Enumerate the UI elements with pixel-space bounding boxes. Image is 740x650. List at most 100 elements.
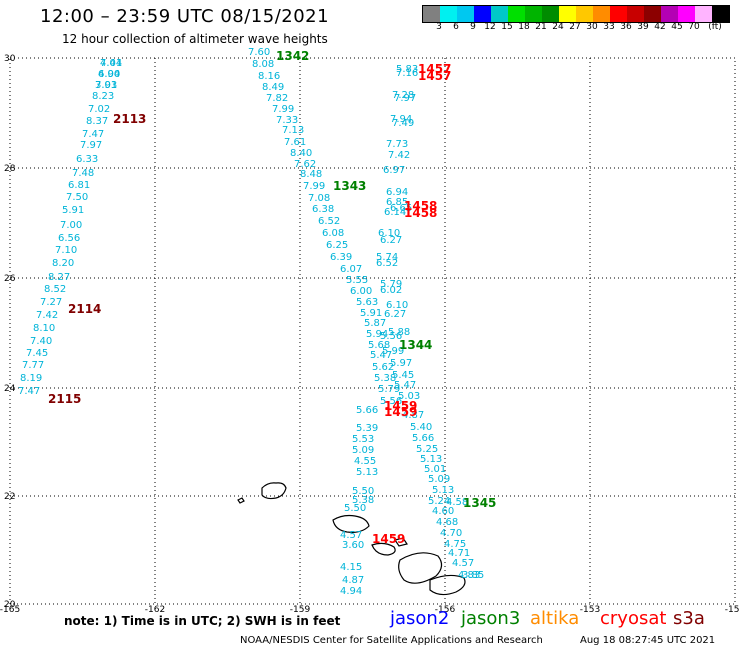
wave-height-label: 7.45: [26, 348, 48, 359]
wave-height-label: 5.88: [388, 327, 410, 338]
wave-height-label: 5.24: [428, 496, 450, 507]
wave-height-label: 3.91: [95, 80, 117, 91]
pass-time-label: 1457: [418, 62, 451, 76]
wave-height-label: 6.65: [390, 203, 412, 214]
wave-height-label: 6.39: [330, 252, 352, 263]
island-outline: [394, 537, 408, 547]
wave-height-label: 5.38: [352, 495, 374, 506]
colorbar-swatch: [712, 6, 729, 22]
wave-height-label: 7.99: [303, 181, 325, 192]
colorbar-label: 42: [654, 22, 666, 32]
colorbar-label: 6: [453, 22, 459, 32]
wave-height-label: 5.09: [428, 474, 450, 485]
wave-height-label: 7.48: [72, 168, 94, 179]
wave-height-label: 7.40: [30, 336, 52, 347]
colorbar-label: 70: [688, 22, 700, 32]
wave-height-label: 8.49: [262, 82, 284, 93]
y-tick-label: 28: [4, 164, 16, 174]
wave-height-label: 6.97: [383, 165, 405, 176]
wave-height-label: 6.27: [380, 235, 402, 246]
wave-height-label: 6.52: [318, 216, 340, 227]
y-tick-label: 22: [4, 492, 15, 502]
x-tick-label: -165: [0, 605, 20, 615]
colorbar-swatch: [678, 6, 695, 22]
pass-time-label: 2115: [48, 392, 81, 406]
colorbar-label: 15: [501, 22, 513, 32]
wave-height-label: 6.02: [380, 285, 402, 296]
pass-time-label: 2113: [113, 112, 146, 126]
island-outline: [261, 482, 287, 500]
colorbar-swatch: [627, 6, 644, 22]
wave-height-label: 7.47: [18, 386, 40, 397]
legend-altika: altika: [530, 608, 580, 629]
wave-height-label: 7.33: [276, 115, 298, 126]
colorbar-label: 45: [671, 22, 683, 32]
wave-height-label: 7.42: [388, 150, 410, 161]
wave-height-label: 4.57: [340, 530, 362, 541]
wave-height-label: 5.74: [376, 252, 398, 263]
wave-height-label: 6.25: [326, 240, 348, 251]
wave-height-label: 5.99: [382, 346, 404, 357]
wave-height-label: 4.15: [340, 562, 362, 573]
wave-height-label: 7.94: [390, 114, 412, 125]
colorbar-label: 18: [518, 22, 530, 32]
legend-jason3: jason3: [461, 608, 521, 629]
wave-height-label: 7.97: [394, 93, 416, 104]
colorbar-swatch: [610, 6, 627, 22]
colorbar-swatch: [644, 6, 661, 22]
x-tick-label: -162: [145, 605, 165, 615]
wave-height-label: 5.25: [416, 444, 438, 455]
island-outline: [237, 497, 245, 504]
wave-height-label: 6.10: [386, 300, 408, 311]
wave-height-label: 7.03: [95, 80, 117, 91]
wave-height-label: 7.82: [266, 93, 288, 104]
wave-height-label: 5.66: [356, 405, 378, 416]
wave-height-label: 5.09: [352, 445, 374, 456]
legend-cryosat: cryosat: [600, 608, 667, 629]
pass-time-label: 1458: [404, 206, 437, 220]
wave-height-label: 7.00: [60, 220, 82, 231]
colorbar-swatch: [525, 6, 542, 22]
colorbar-swatch: [457, 6, 474, 22]
wave-height-label: 6.56: [58, 233, 80, 244]
wave-height-label: 7.16: [396, 68, 418, 79]
wave-height-label: 7.27: [40, 297, 62, 308]
wave-height-label: 5.39: [356, 423, 378, 434]
wave-height-label: 5.62: [372, 362, 394, 373]
x-tick-label: -153: [580, 605, 600, 615]
colorbar-label: 27: [569, 22, 581, 32]
legend-jason2: jason2: [390, 608, 450, 629]
x-tick-label: -159: [290, 605, 311, 615]
wave-height-label: 5.97: [390, 358, 412, 369]
wave-height-label: 4.70: [440, 528, 462, 539]
wave-height-label: 5.13: [432, 485, 454, 496]
colorbar-swatch: [508, 6, 525, 22]
colorbar-label: 21: [535, 22, 547, 32]
wave-height-label: 7.61: [284, 137, 306, 148]
y-tick-label: 30: [4, 54, 16, 64]
colorbar-swatch: [474, 6, 491, 22]
wave-height-label: 5.66: [412, 433, 434, 444]
wave-height-label: 6.14: [384, 207, 406, 218]
pass-time-label: 1459: [372, 532, 405, 546]
wave-height-label: 4.87: [402, 410, 424, 421]
wave-height-label: 7.50: [66, 192, 88, 203]
wave-height-label: 8.37: [86, 116, 108, 127]
colorbar-swatch: [542, 6, 559, 22]
colorbar-label: (ft): [708, 22, 722, 32]
wave-height-label: 6.00: [350, 286, 372, 297]
colorbar: [422, 5, 730, 23]
colorbar-label: 3: [436, 22, 442, 32]
colorbar-labels: 3 6 9 12 15 18 21 24 27 30 33 36 39 42 45 70 (ft): [422, 22, 740, 36]
wave-height-label: 4.94: [340, 586, 362, 597]
wave-height-label: 5.47: [394, 380, 416, 391]
wave-height-label: 6.85: [386, 197, 408, 208]
pass-time-label: 1457: [418, 69, 451, 83]
wave-height-label: 7.73: [386, 139, 408, 150]
y-tick-label: 24: [4, 384, 16, 394]
wave-height-label: 4.55: [354, 456, 376, 467]
wave-height-label: 4.68: [436, 517, 458, 528]
colorbar-swatch: [440, 6, 457, 22]
wave-height-label: 5.03: [398, 391, 420, 402]
colorbar-label: 12: [484, 22, 496, 32]
